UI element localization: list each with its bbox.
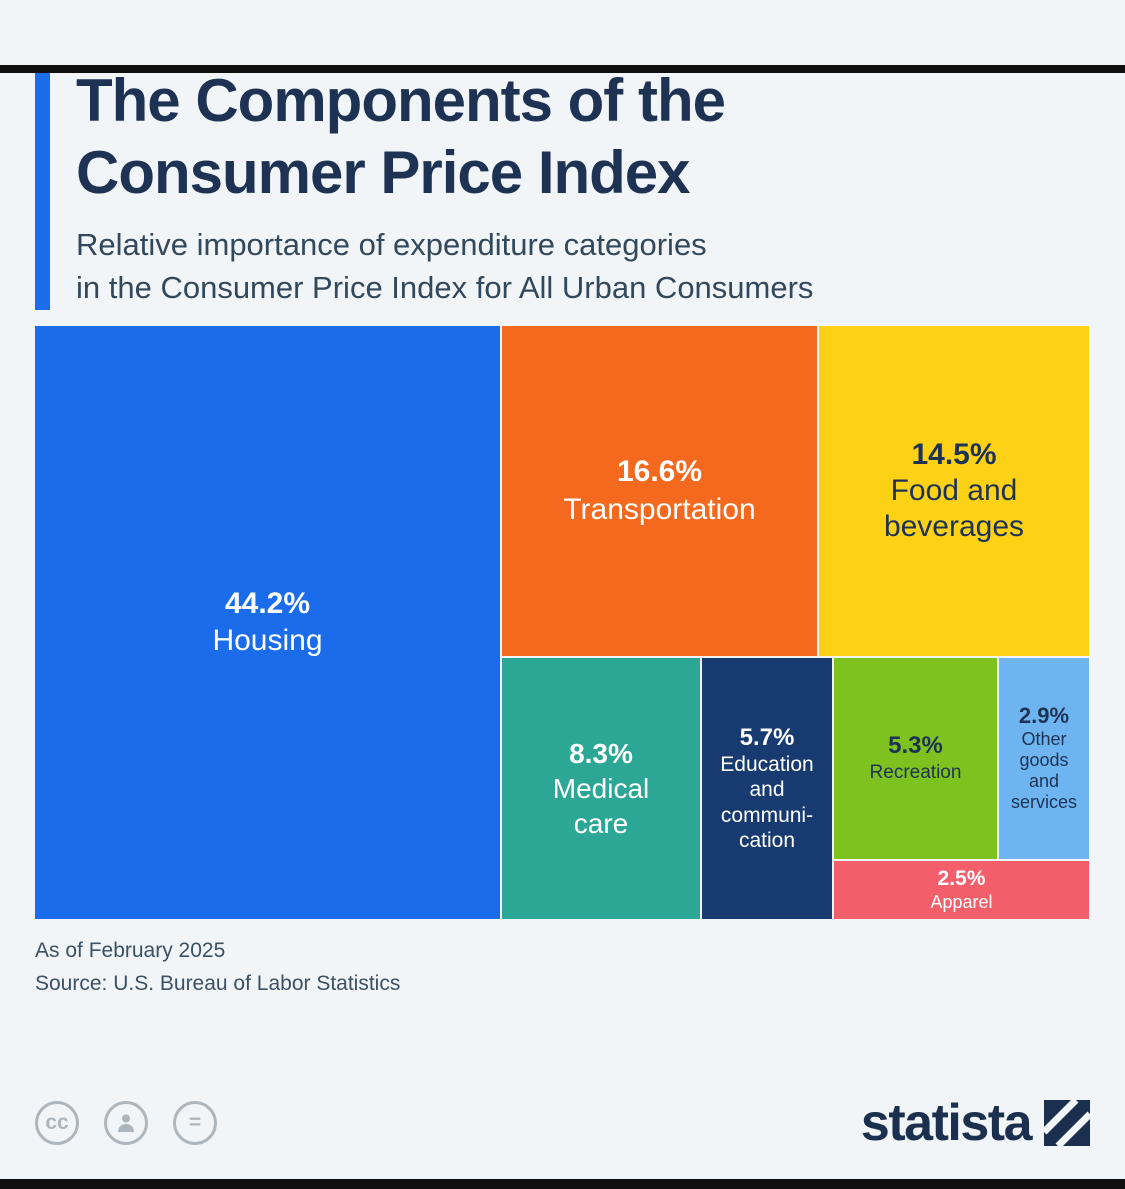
treemap-cell-education-and-communication: 5.7% Education and communi- cation [702,657,832,919]
cell-label-apparel: Apparel [930,891,993,912]
treemap-cell-other-goods-and-services: 2.9% Other goods and services [999,657,1089,859]
cell-value-education-and-communication: 5.7% [739,723,795,751]
bottom-frame-bar [0,1179,1125,1189]
cell-label-education-and-communication: Education and communi- cation [720,753,814,852]
cell-label-housing: Housing [212,624,323,658]
footer: cc = statista [35,1097,1090,1149]
statista-logo-mark [1044,1100,1090,1146]
equals-glyph: = [188,1111,202,1134]
source-note: Source: U.S. Bureau of Labor Statistics [35,971,401,995]
chart-notes: As of February 2025 Source: U.S. Bureau … [35,939,1125,996]
top-frame-bar [0,65,1125,73]
cell-value-apparel: 2.5% [937,867,986,891]
cell-label-food-and-beverages: Food and beverages [883,473,1025,543]
treemap-cell-apparel: 2.5% Apparel [834,860,1089,919]
treemap-cell-medical-care: 8.3% Medical care [502,657,700,919]
license-icons: cc = [35,1101,217,1145]
equals-icon[interactable]: = [173,1101,217,1145]
cell-value-other-goods-and-services: 2.9% [1018,702,1070,728]
page-title: The Components of the Consumer Price Ind… [76,67,726,206]
as-of-note: As of February 2025 [35,938,226,962]
page-subtitle: Relative importance of expenditure categ… [76,227,814,306]
treemap-cell-housing: 44.2% Housing [35,325,500,919]
cc-icon[interactable]: cc [35,1101,79,1145]
cell-value-food-and-beverages: 14.5% [911,437,997,471]
cell-label-transportation: Transportation [563,492,756,526]
treemap-chart: 44.2% Housing 16.6% Transportation 14.5%… [35,325,1089,919]
cell-label-medical-care: Medical care [552,772,650,839]
attribution-person-icon[interactable] [104,1101,148,1145]
cell-label-recreation: Recreation [869,762,962,784]
infographic-canvas: The Components of the Consumer Price Ind… [0,65,1125,1189]
header: The Components of the Consumer Price Ind… [35,65,1090,310]
cell-value-medical-care: 8.3% [569,737,633,769]
statista-wordmark: statista [860,1094,1033,1152]
treemap-cell-transportation: 16.6% Transportation [502,325,817,656]
cc-glyph: cc [45,1111,69,1134]
header-text: The Components of the Consumer Price Ind… [76,65,813,310]
cell-value-transportation: 16.6% [616,455,703,489]
cell-value-recreation: 5.3% [888,732,943,760]
treemap-cell-food-and-beverages: 14.5% Food and beverages [819,325,1089,656]
title-accent-bar [35,65,50,310]
treemap-cell-recreation: 5.3% Recreation [834,657,997,859]
statista-logo[interactable]: statista [861,1097,1090,1149]
cell-value-housing: 44.2% [224,586,311,620]
cell-label-other-goods-and-services: Other goods and services [1010,728,1077,813]
